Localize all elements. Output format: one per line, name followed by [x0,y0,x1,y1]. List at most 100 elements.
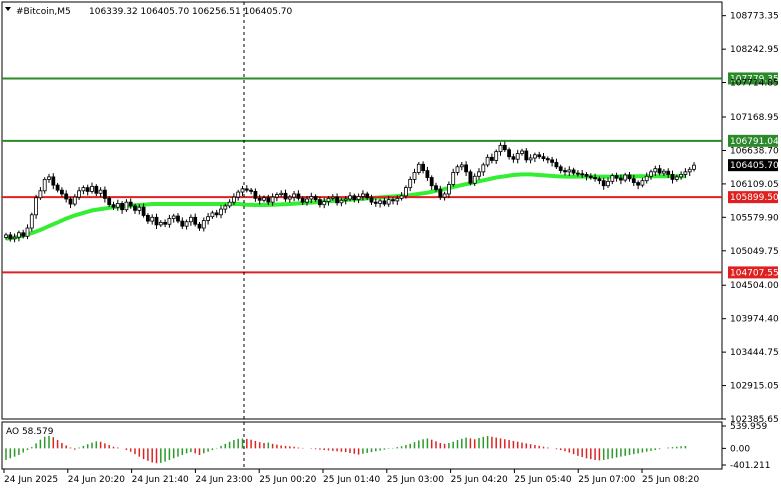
candle [352,193,357,203]
candle [145,213,150,224]
price-levels-layer: 107779.35 106791.04 105899.50 104707.55 1064… [2,72,779,279]
candle [369,194,374,205]
candle-body [25,227,30,237]
candle-body [391,199,395,202]
candle [425,166,430,182]
candle-body [674,176,679,180]
dropdown-arrow-icon[interactable] [5,7,11,11]
candle-body [627,174,632,180]
candle [197,222,202,231]
candle [60,187,64,197]
candle [339,198,344,207]
candle [38,187,43,200]
candle [90,182,94,194]
candlesticks-layer [4,141,696,243]
candle [103,186,107,203]
candle-body [623,174,628,181]
candle [223,203,228,214]
symbol-label: #Bitcoin,M5 [16,7,71,17]
candle-body [120,203,124,211]
candle [403,185,408,199]
candle-body [640,180,645,186]
candle-body [313,196,318,201]
candle-body [373,201,378,204]
ao-label: AO 58.579 [6,427,54,437]
candle [77,187,81,200]
candle-body [72,196,77,205]
candle-body [214,212,219,216]
candle-body [34,197,38,216]
candle [524,148,529,163]
candle-body [515,153,520,160]
candle [253,188,258,202]
candle-body [16,232,21,238]
candle [287,194,292,203]
candle [666,168,671,178]
candle [21,229,26,239]
candle [158,220,163,228]
candle [584,172,589,181]
candle-body [38,190,43,199]
candle-body [163,221,168,225]
candle [507,147,512,160]
candle [154,213,159,229]
candle-body [451,172,456,185]
ohlc-readout: 106339.32 106405.70 106256.51 106405.70 [89,7,293,17]
candle-body [206,216,211,221]
candle [72,194,77,207]
candle [214,209,219,218]
candle [623,172,628,183]
candle-body [236,191,241,198]
candle [219,205,223,219]
candle [610,173,615,185]
candle-body [197,223,202,229]
candle-body [576,172,580,175]
candle-body [507,149,512,158]
candle-body [481,164,486,173]
price-tick-label: 102915.05 [730,382,779,392]
candle [34,194,38,219]
candle [434,182,438,192]
candle [399,192,404,201]
candle [231,193,236,205]
candle-body [571,169,576,174]
candle [674,174,679,182]
candle [588,173,593,180]
candle-body [472,175,477,184]
candle-body [193,216,198,225]
time-tick-label: 25 Jun 00:20 [259,475,316,485]
candle [631,175,636,187]
candle-body [687,168,692,173]
candle-body [533,154,537,159]
candle-body [631,178,636,183]
candle [554,158,559,170]
candle-body [85,187,90,192]
candle-body [60,189,64,195]
candle-body [614,175,619,179]
candle-body [636,182,640,186]
candle-body [227,201,232,207]
candle-body [528,157,533,161]
price-tick-label: 106638.70 [730,146,779,156]
candle [8,231,13,242]
candle-body [12,236,17,240]
candle [167,214,172,228]
candle [176,213,180,224]
candle [378,198,383,208]
time-tick-label: 24 Jun 2025 [4,475,58,485]
candle [279,190,284,197]
candle [292,190,297,202]
time-tick-label: 25 Jun 01:40 [323,475,380,485]
candle [274,192,279,202]
candle-body [262,197,266,201]
price-pane-frame [1,1,723,420]
price-tick-label: 108773.35 [730,12,779,22]
candle [670,170,675,184]
candle-body [378,200,383,204]
candle-body [150,216,155,222]
candle [416,162,421,175]
candle-body [563,170,567,173]
candle-body [403,187,408,197]
candle-body [653,168,658,173]
time-tick-label: 25 Jun 03:00 [387,475,444,485]
